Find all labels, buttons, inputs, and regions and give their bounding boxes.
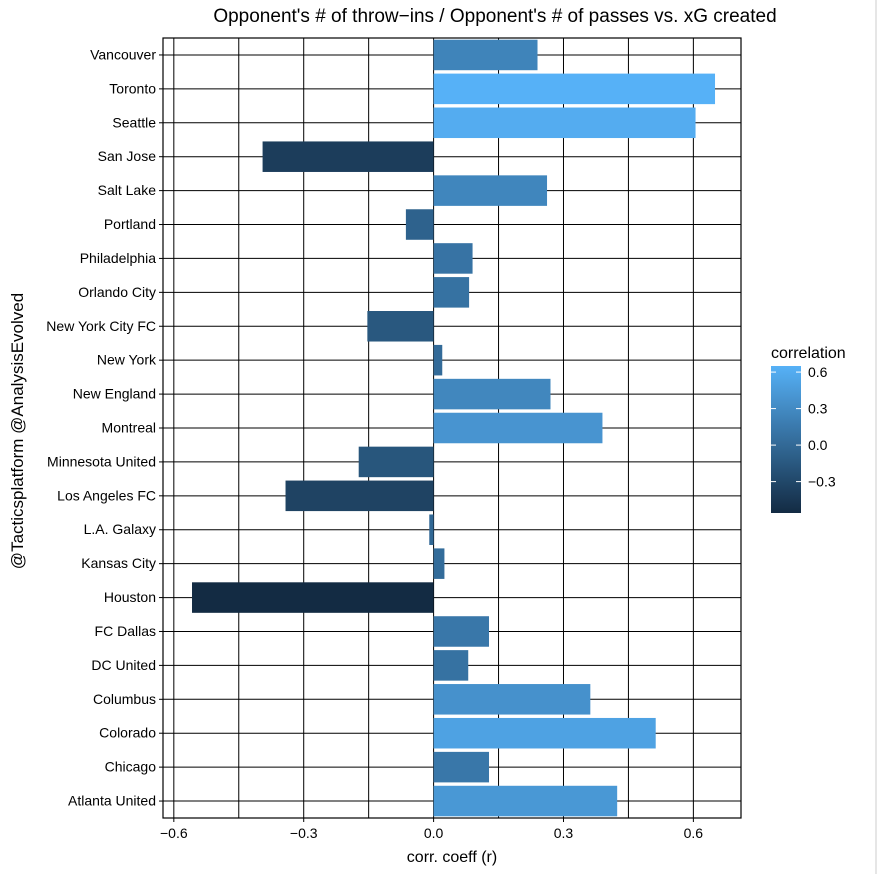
y-tick-label: Philadelphia <box>80 250 156 266</box>
x-tick-label: 0.0 <box>424 825 444 841</box>
y-tick-label: FC Dallas <box>95 623 156 639</box>
legend-tick-label: 0.6 <box>808 364 828 380</box>
bar <box>433 378 551 410</box>
y-tick-label: Seattle <box>112 114 156 130</box>
y-tick-label: Toronto <box>109 80 156 96</box>
bar <box>433 650 469 681</box>
y-tick-label: Los Angeles FC <box>57 487 156 503</box>
y-tick-label: Salt Lake <box>98 182 157 198</box>
bar <box>433 344 443 376</box>
y-tick-label: L.A. Galaxy <box>84 521 156 537</box>
bar <box>367 311 434 342</box>
y-tick-label: Orlando City <box>78 284 156 300</box>
x-tick-label: −0.3 <box>290 825 318 841</box>
legend-tick-label: 0.0 <box>808 437 828 453</box>
legend-tick-label: −0.3 <box>808 474 836 490</box>
bar <box>405 209 434 240</box>
y-axis-label: @Tacticsplatform @AnalysisEvolved <box>8 293 27 569</box>
window-edge <box>875 0 877 874</box>
legend: correlation 0.6 0.3 0.0 −0.3 <box>771 345 846 513</box>
plot-area <box>162 37 742 819</box>
legend-colorbar <box>771 366 801 513</box>
y-tick-label: Chicago <box>105 759 157 775</box>
y-axis: Vancouver Toronto Seattle San Jose Salt Lake… <box>46 46 163 809</box>
y-tick-label: Atlanta United <box>68 793 156 809</box>
bar <box>433 243 473 274</box>
bar <box>358 446 434 478</box>
y-tick-label: New York City FC <box>46 318 156 334</box>
x-tick-label: −0.6 <box>160 825 188 841</box>
y-tick-label: Kansas City <box>81 555 156 571</box>
bar <box>433 412 603 444</box>
legend-tick-label: 0.3 <box>808 401 828 417</box>
bar <box>433 39 538 71</box>
bar <box>433 684 591 715</box>
x-tick-label: 0.3 <box>554 825 574 841</box>
bar <box>433 548 445 579</box>
bar <box>429 514 434 545</box>
bar <box>433 717 656 749</box>
y-tick-label: Montreal <box>102 420 156 436</box>
bar <box>262 141 434 172</box>
x-axis-label: corr. coeff (r) <box>407 849 497 866</box>
bar <box>433 616 490 647</box>
bar <box>433 751 490 783</box>
bar <box>433 175 548 206</box>
y-tick-label: New York <box>97 352 157 368</box>
bar <box>433 785 618 817</box>
bar <box>285 480 434 512</box>
x-axis: −0.6 −0.3 0.0 0.3 0.6 <box>160 818 703 841</box>
y-tick-label: New England <box>73 386 156 402</box>
bar <box>433 107 696 139</box>
y-tick-label: Minnesota United <box>47 453 156 469</box>
y-tick-label: DC United <box>91 657 156 673</box>
chart-title: Opponent's # of throw−ins / Opponent's #… <box>213 6 776 27</box>
bar <box>192 582 434 613</box>
y-tick-label: Houston <box>104 589 156 605</box>
bar <box>433 73 716 105</box>
y-tick-label: Colorado <box>99 725 156 741</box>
y-tick-label: Columbus <box>93 691 156 707</box>
y-tick-label: San Jose <box>98 148 157 164</box>
legend-title: correlation <box>771 345 846 362</box>
y-tick-label: Vancouver <box>90 46 156 62</box>
bar <box>433 277 470 308</box>
x-tick-label: 0.6 <box>684 825 704 841</box>
y-tick-label: Portland <box>104 216 156 232</box>
